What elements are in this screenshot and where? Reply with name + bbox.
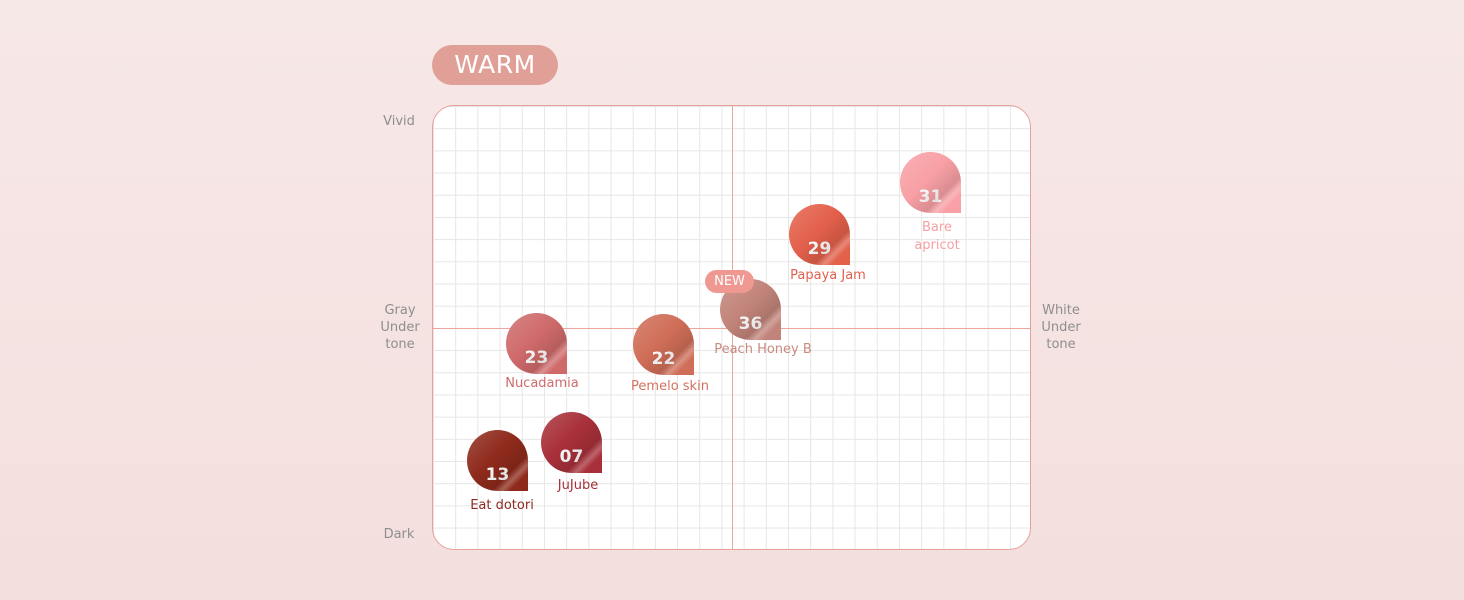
product-swatch: 22: [633, 314, 694, 375]
product-name: Eat dotori: [470, 498, 534, 513]
product-name: Pemelo skin: [631, 379, 709, 394]
warm-badge: WARM: [432, 45, 558, 85]
axis-label-dark: Dark: [383, 527, 415, 542]
axis-label-gray-undertone: Gray Under tone: [380, 303, 420, 352]
new-badge: NEW: [705, 270, 754, 293]
product-number: 29: [807, 239, 832, 259]
product-name: Bare apricot: [914, 220, 960, 253]
product-number: 07: [559, 447, 584, 467]
product-number: 36: [738, 314, 763, 334]
product-number: 23: [524, 348, 549, 368]
product-swatch: 31: [900, 152, 961, 213]
product-number: 22: [651, 349, 676, 369]
product-name: JuJube: [557, 478, 599, 493]
product-swatch: 07: [541, 412, 602, 473]
product-swatch: 29: [789, 204, 850, 265]
product-number: 31: [918, 187, 943, 207]
product-name: Nucadamia: [505, 376, 579, 391]
axis-label-vivid: Vivid: [383, 114, 415, 129]
axis-label-white-undertone: White Under tone: [1041, 303, 1081, 352]
product-swatch: 13: [467, 430, 528, 491]
product-name: Peach Honey B: [714, 342, 812, 357]
product-swatch: 23: [506, 313, 567, 374]
product-name: Papaya Jam: [790, 268, 866, 283]
